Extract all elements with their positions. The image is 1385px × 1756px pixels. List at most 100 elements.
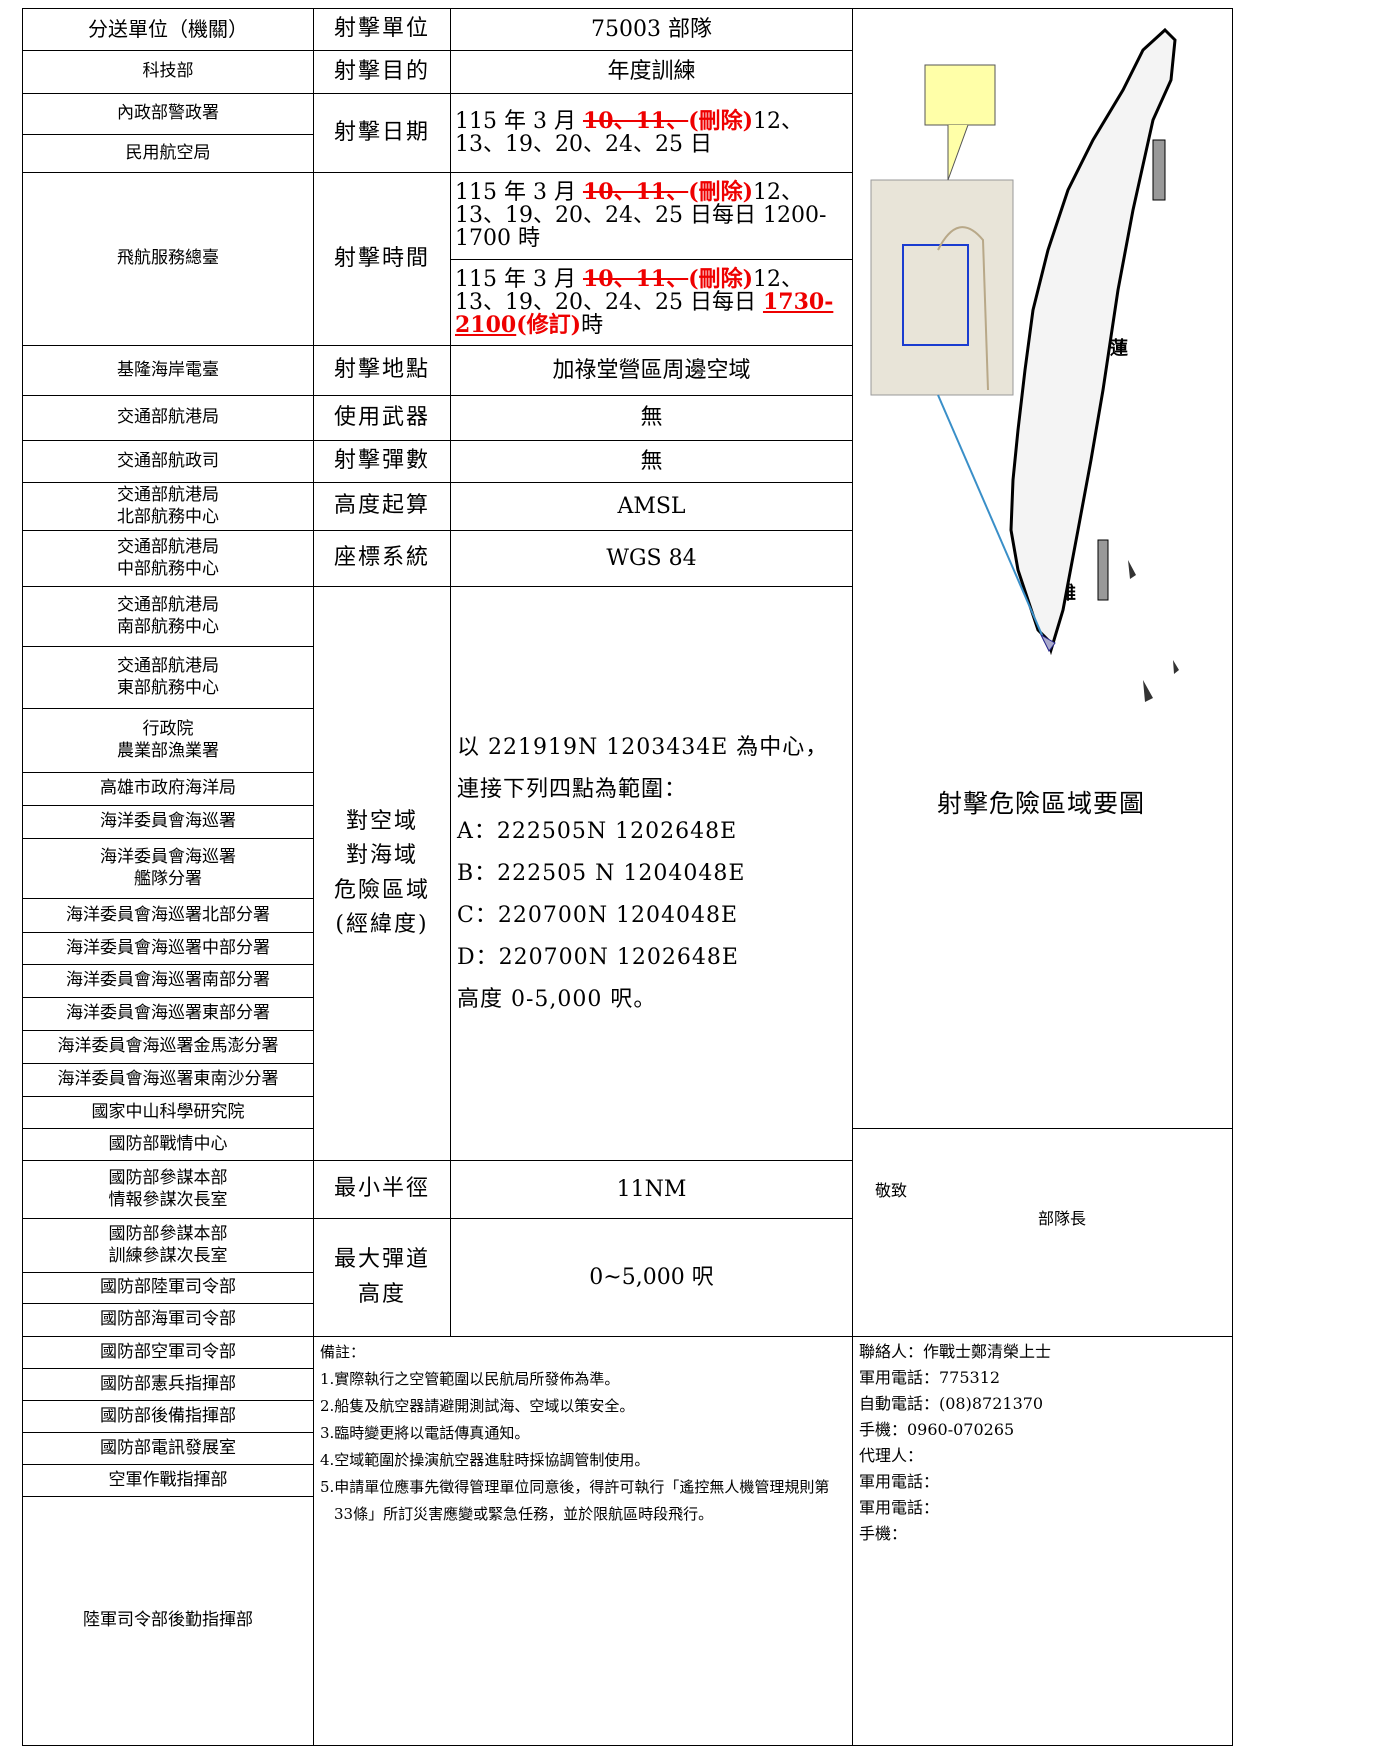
contact: 手機： xyxy=(859,1524,908,1543)
recipient: 南部航務中心 xyxy=(117,616,219,637)
recipient: 交通部航港局 xyxy=(117,656,219,677)
text-segment: 10、11、 xyxy=(582,107,689,134)
field-label: 最小半徑 xyxy=(333,1176,430,1202)
field-label: 對空域 xyxy=(345,809,418,835)
recipient: 海洋委員會海巡署南部分署 xyxy=(66,970,270,991)
recipient: 高雄市政府海洋局 xyxy=(100,778,236,799)
field-label-cell: 射擊地點 xyxy=(313,345,451,396)
recipient-cell: 交通部航港局 xyxy=(22,395,314,441)
salutation: 敬致 xyxy=(875,1181,908,1200)
field-value: WGS 84 xyxy=(606,545,697,571)
contact: 聯絡人：作戰士鄭清榮上士 xyxy=(859,1342,1052,1361)
field-value-cell: 無 xyxy=(450,395,853,441)
field-label-cell: 最小半徑 xyxy=(313,1160,451,1219)
field-value-cell: 無 xyxy=(450,440,853,483)
field-label: 座標系統 xyxy=(333,545,430,571)
recipient-cell: 國防部海軍司令部 xyxy=(22,1303,314,1337)
field-value: 115 年 3 月 10、11、(刪除)12、13、19、20、24、25 日 xyxy=(455,107,848,157)
text-segment: 時 xyxy=(581,312,604,338)
recipient: 艦隊分署 xyxy=(134,868,202,889)
recipient-cell: 海洋委員會海巡署東部分署 xyxy=(22,997,314,1031)
recipient-cell: 基隆海岸電臺 xyxy=(22,345,314,396)
field-label-cell: 最大彈道 高度 xyxy=(313,1218,451,1337)
recipient: 基隆海岸電臺 xyxy=(117,359,219,380)
field-label: 危險區域 xyxy=(333,877,430,903)
map xyxy=(870,27,1179,702)
field-value-cell: 以 221919N 1203434E 為中心， 連接下列四點為範圍： A：22250… xyxy=(450,586,853,1161)
field-value: 11NM xyxy=(616,1176,687,1202)
recipient-cell: 國防部空軍司令部 xyxy=(22,1336,314,1369)
field-value-cell: 0~5,000 呎 xyxy=(450,1218,853,1337)
field-label: 射擊時間 xyxy=(333,245,430,271)
field-value: 115 年 3 月 10、11、(刪除)12、13、19、20、24、25 日每… xyxy=(455,265,848,338)
recipient-cell: 海洋委員會海巡署北部分署 xyxy=(22,898,314,933)
recipient: 海洋委員會海巡署金馬澎分署 xyxy=(57,1036,279,1057)
field-label-cell: 射擊日期 xyxy=(313,93,451,173)
recipient: 交通部航港局 xyxy=(117,595,219,616)
field-value: D：220700N 1202648E xyxy=(457,944,739,970)
remark: 2.船隻及航空器請避開測試海、空域以策安全。 xyxy=(320,1397,635,1415)
text-segment: 10、11、 xyxy=(582,179,689,206)
field-label-cell: 射擊目的 xyxy=(313,50,451,94)
recipient: 海洋委員會海巡署東部分署 xyxy=(66,1003,270,1024)
recipient-cell: 海洋委員會海巡署金馬澎分署 xyxy=(22,1030,314,1064)
recipient-cell: 國防部陸軍司令部 xyxy=(22,1272,314,1304)
field-value-cell: 75003 部隊 xyxy=(450,8,853,51)
field-label-cell: 對空域 對海域 危險區域 (經緯度) xyxy=(313,586,451,1161)
field-value-cell: 115 年 3 月 10、11、(刪除)12、13、19、20、24、25 日每… xyxy=(450,172,853,260)
field-value-cell: 加祿堂營區周邊空域 xyxy=(450,345,853,396)
contact: 手機：0960-070265 xyxy=(859,1420,1015,1439)
header-cell: 分送單位（機關） xyxy=(22,8,314,51)
recipient: 民用航空局 xyxy=(125,142,211,163)
recipient-cell: 空軍作戰指揮部 xyxy=(22,1464,314,1497)
recipient: 交通部航港局 xyxy=(117,537,219,558)
field-value-cell: 115 年 3 月 10、11、(刪除)12、13、19、20、24、25 日 xyxy=(450,93,853,173)
field-value: 加祿堂營區周邊空域 xyxy=(552,357,751,383)
field-label: 高度起算 xyxy=(333,493,430,519)
field-value-cell: 11NM xyxy=(450,1160,853,1219)
field-value: A：222505N 1202648E xyxy=(457,818,738,844)
recipient: 陸軍司令部後勤指揮部 xyxy=(83,1610,253,1631)
recipient: 中部航務中心 xyxy=(117,558,219,579)
field-label: 射擊地點 xyxy=(333,357,430,383)
recipient-cell: 國家中山科學研究院 xyxy=(22,1096,314,1129)
field-label-cell: 使用武器 xyxy=(313,395,451,441)
recipient: 北部航務中心 xyxy=(117,506,219,527)
field-value: 75003 部隊 xyxy=(591,16,712,42)
remark: 1.實際執行之空管範圍以民航局所發佈為準。 xyxy=(320,1370,620,1388)
recipient: 空軍作戰指揮部 xyxy=(108,1469,228,1490)
recipient: 情報參謀次長室 xyxy=(108,1189,228,1210)
recipient: 內政部警政署 xyxy=(117,103,219,124)
text-segment: (刪除) xyxy=(688,107,754,134)
recipient: 東部航務中心 xyxy=(117,677,219,698)
field-value: 高度 0-5,000 呎。 xyxy=(457,986,657,1012)
text-segment: (刪除) xyxy=(688,265,754,292)
field-label: 高度 xyxy=(357,1281,406,1307)
recipient: 國防部陸軍司令部 xyxy=(100,1277,236,1298)
recipient-cell: 海洋委員會海巡署 xyxy=(22,805,314,839)
field-value: B：222505 N 1204048E xyxy=(457,860,746,886)
field-label: 最大彈道 xyxy=(333,1247,430,1273)
recipient-cell: 海洋委員會海巡署南部分署 xyxy=(22,964,314,998)
field-label: 使用武器 xyxy=(333,404,430,430)
remark: 5.申請單位應事先徵得管理單位同意後，得許可執行「遙控無人機管理規則第33條」所… xyxy=(320,1478,830,1523)
recipient: 國防部參謀本部 xyxy=(108,1168,228,1189)
recipient-cell: 內政部警政署 xyxy=(22,93,314,135)
contact: 自動電話：(08)8721370 xyxy=(859,1394,1044,1413)
field-value-cell: AMSL xyxy=(450,482,853,531)
field-label-cell: 射擊單位 xyxy=(313,8,451,51)
recipient-cell: 國防部戰情中心 xyxy=(22,1128,314,1161)
recipient: 交通部航港局 xyxy=(117,485,219,506)
field-label: (經緯度) xyxy=(335,911,429,937)
text-segment: 12、13、19、20、24、25 日 xyxy=(455,108,804,157)
recipient: 國防部參謀本部 xyxy=(108,1224,228,1245)
field-label-cell: 高度起算 xyxy=(313,482,451,531)
recipient: 國防部電訊發展室 xyxy=(100,1437,236,1458)
recipient-cell: 交通部航港局 東部航務中心 xyxy=(22,646,314,709)
recipient: 科技部 xyxy=(142,61,194,82)
recipient-cell: 交通部航港局 北部航務中心 xyxy=(22,482,314,531)
recipient-cell: 國防部參謀本部 訓練參謀次長室 xyxy=(22,1218,314,1273)
field-value: C：220700N 1204048E xyxy=(457,902,739,928)
recipient-cell: 陸軍司令部後勤指揮部 xyxy=(22,1496,314,1746)
